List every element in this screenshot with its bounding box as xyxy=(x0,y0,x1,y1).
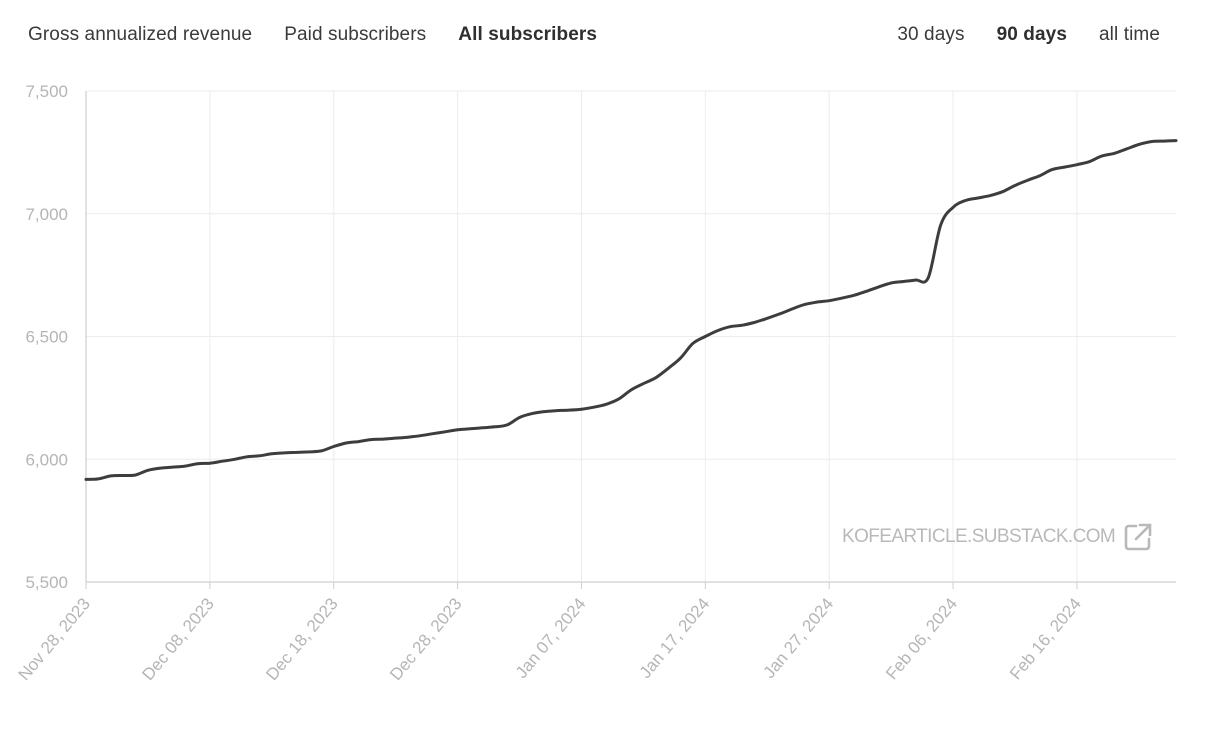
y-tick-label: 7,000 xyxy=(25,205,68,224)
range-90-days[interactable]: 90 days xyxy=(996,24,1068,45)
range-30-days[interactable]: 30 days xyxy=(897,24,965,45)
x-tick-label: Jan 27, 2024 xyxy=(759,594,837,682)
x-tick-label: Dec 08, 2023 xyxy=(138,594,218,684)
y-tick-label: 5,500 xyxy=(25,573,68,592)
x-tick-label: Jan 17, 2024 xyxy=(636,594,714,682)
x-tick-label: Feb 16, 2024 xyxy=(1006,594,1085,683)
y-tick-label: 6,000 xyxy=(25,450,68,469)
x-tick-label: Dec 18, 2023 xyxy=(262,594,342,684)
x-tick-label: Feb 06, 2024 xyxy=(882,594,961,683)
axis-layer xyxy=(85,91,1176,589)
series-line xyxy=(84,139,1178,481)
external-link-icon[interactable] xyxy=(1123,522,1153,552)
tab-all-subscribers[interactable]: All subscribers xyxy=(458,24,598,45)
x-tick-label: Jan 07, 2024 xyxy=(512,594,590,682)
series-layer xyxy=(84,139,1178,481)
x-tick-label: Nov 28, 2023 xyxy=(14,594,94,684)
x-tick-label: Dec 28, 2023 xyxy=(386,594,466,684)
grid-layer xyxy=(86,90,1176,582)
metric-tabs: Gross annualized revenue Paid subscriber… xyxy=(28,22,597,48)
range-all-time[interactable]: all time xyxy=(1099,24,1160,45)
y-tick-label: 7,500 xyxy=(25,82,68,101)
tab-gross-annualized-revenue[interactable]: Gross annualized revenue xyxy=(28,24,253,45)
watermark-text: KOFEARTICLE.SUBSTACK.COM xyxy=(842,526,1116,547)
y-tick-label: 6,500 xyxy=(25,328,68,347)
tab-paid-subscribers[interactable]: Paid subscribers xyxy=(284,24,427,45)
range-tabs: 30 days 90 days all time xyxy=(897,22,1160,48)
label-layer: 5,500 6,000 6,500 7,000 7,500 Nov 28, 2023 Dec… xyxy=(14,82,1084,684)
watermark[interactable]: KOFEARTICLE.SUBSTACK.COM xyxy=(842,522,1153,552)
